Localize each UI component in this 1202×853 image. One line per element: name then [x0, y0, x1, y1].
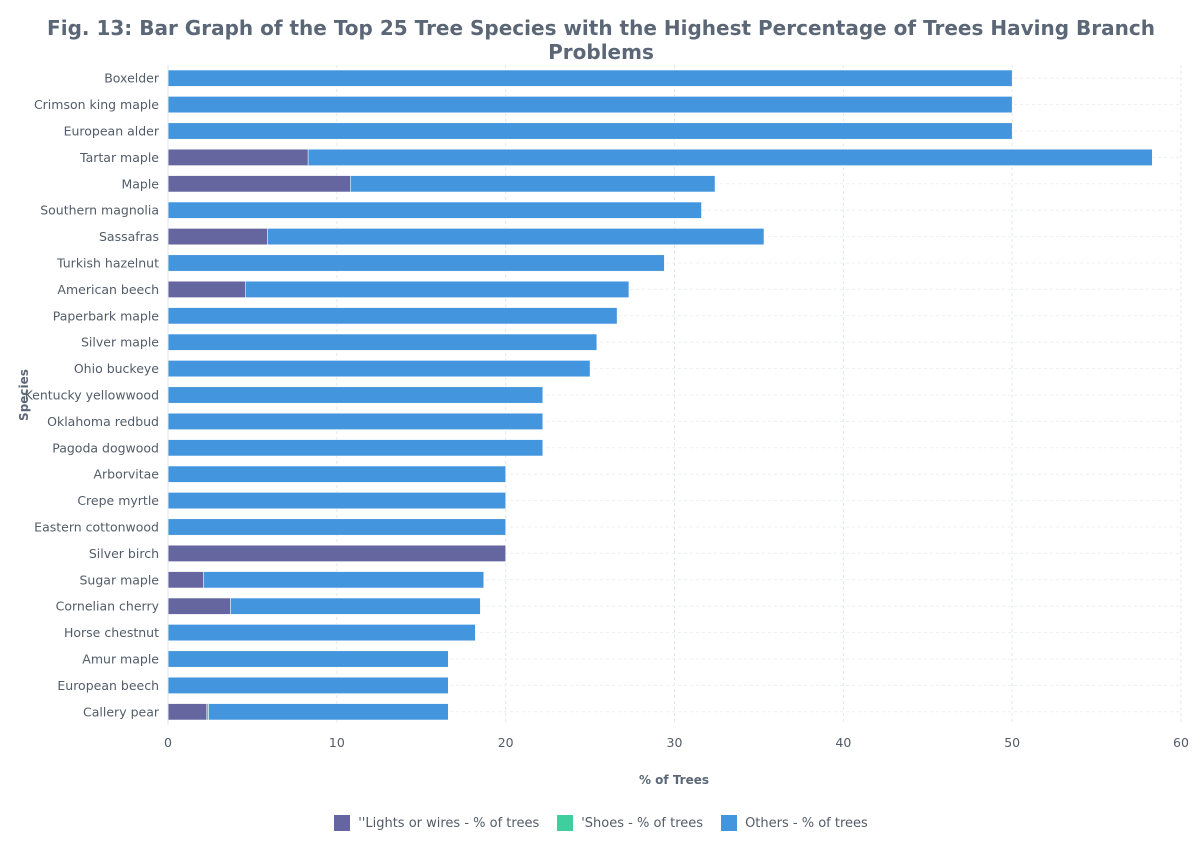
legend-item[interactable]: 'Shoes - % of trees [557, 815, 703, 831]
bar-segment[interactable] [167, 386, 544, 404]
y-tick-label: Sassafras [99, 229, 159, 244]
legend-label: 'Shoes - % of trees [581, 815, 704, 831]
bar-segment[interactable] [167, 254, 665, 272]
legend-label: ''Lights or wires - % of trees [358, 815, 540, 831]
x-tick-label: 40 [835, 735, 851, 750]
y-tick-label: Kentucky yellowwood [25, 388, 159, 403]
y-tick-label: Crepe myrtle [77, 493, 159, 508]
y-tick-label: Horse chestnut [64, 625, 159, 640]
bar-segment[interactable] [167, 96, 1013, 114]
legend-swatch [334, 815, 351, 831]
y-tick-label: Callery pear [83, 704, 160, 719]
bar-segment[interactable] [350, 175, 716, 193]
legend-label: Others - % of trees [745, 815, 868, 831]
y-tick-label: Arborvitae [93, 467, 159, 482]
bar-segment[interactable] [167, 307, 618, 325]
bar-segment[interactable] [167, 650, 449, 668]
legend-item[interactable]: ''Lights or wires - % of trees [334, 815, 539, 831]
x-tick-label: 50 [1004, 735, 1020, 750]
y-tick-label: Sugar maple [80, 572, 160, 587]
y-axis-title: Species [17, 369, 31, 421]
y-tick-label: Pagoda dogwood [52, 440, 159, 455]
bar-segment[interactable] [167, 518, 506, 536]
y-tick-label: Eastern cottonwood [34, 520, 159, 535]
x-tick-label: 0 [164, 735, 172, 750]
bar-segment[interactable] [167, 333, 598, 351]
bar-segment[interactable] [167, 280, 246, 298]
bar-segment[interactable] [230, 597, 481, 615]
y-tick-label: Southern magnolia [40, 203, 159, 218]
bar-segment[interactable] [167, 597, 231, 615]
legend: ''Lights or wires - % of trees 'Shoes - %… [0, 815, 1202, 831]
x-axis-title: % of Trees [639, 773, 709, 787]
bars[interactable] [167, 69, 1153, 721]
bar-segment[interactable] [167, 69, 1013, 87]
bar-segment[interactable] [167, 412, 544, 430]
bar-segment[interactable] [167, 439, 544, 457]
legend-swatch [557, 815, 574, 831]
y-tick-label: American beech [57, 282, 159, 297]
y-tick-label: Silver maple [81, 335, 159, 350]
x-tick-label: 10 [329, 735, 345, 750]
y-tick-label: European beech [57, 678, 159, 693]
y-tick-label: Tartar maple [79, 150, 159, 165]
x-tick-label: 20 [498, 735, 514, 750]
bar-segment[interactable] [245, 280, 630, 298]
y-tick-label: European alder [64, 124, 160, 139]
y-tick-label: Turkish hazelnut [56, 256, 159, 271]
bar-segment[interactable] [206, 703, 209, 721]
bar-segment[interactable] [167, 492, 506, 510]
bar-segment[interactable] [167, 122, 1013, 140]
bar-segment[interactable] [167, 465, 506, 483]
bar-segment[interactable] [167, 360, 591, 378]
y-tick-label: Maple [121, 176, 159, 191]
bar-segment[interactable] [167, 676, 449, 694]
bar-segment[interactable] [167, 148, 309, 166]
bar-segment[interactable] [167, 175, 351, 193]
y-tick-label: Oklahoma redbud [47, 414, 159, 429]
bar-segment[interactable] [307, 148, 1153, 166]
y-tick-label: Boxelder [104, 71, 160, 86]
bar-segment[interactable] [167, 544, 506, 562]
y-tick-label: Paperbark maple [53, 308, 160, 323]
bar-segment[interactable] [167, 571, 204, 589]
bar-segment[interactable] [208, 703, 449, 721]
y-tick-labels: Boxelder Crimson king maple European alder… [25, 71, 160, 720]
bar-segment[interactable] [203, 571, 484, 589]
bar-segment[interactable] [167, 624, 476, 642]
y-tick-label: Silver birch [89, 546, 159, 561]
legend-item[interactable]: Others - % of trees [721, 815, 868, 831]
bar-segment[interactable] [167, 201, 702, 219]
bar-segment[interactable] [167, 703, 208, 721]
x-tick-label: 60 [1173, 735, 1189, 750]
x-tick-label: 30 [667, 735, 683, 750]
bar-segment[interactable] [167, 228, 268, 246]
y-tick-label: Cornelian cherry [56, 599, 160, 614]
y-tick-label: Ohio buckeye [74, 361, 159, 376]
y-tick-label: Crimson king maple [34, 97, 159, 112]
y-tick-label: Amur maple [82, 652, 159, 667]
x-tick-labels: 0 10 20 30 40 50 60 [164, 735, 1189, 750]
legend-swatch [721, 815, 738, 831]
bar-segment[interactable] [267, 228, 765, 246]
chart-title: Fig. 13: Bar Graph of the Top 25 Tree Sp… [47, 16, 1155, 64]
